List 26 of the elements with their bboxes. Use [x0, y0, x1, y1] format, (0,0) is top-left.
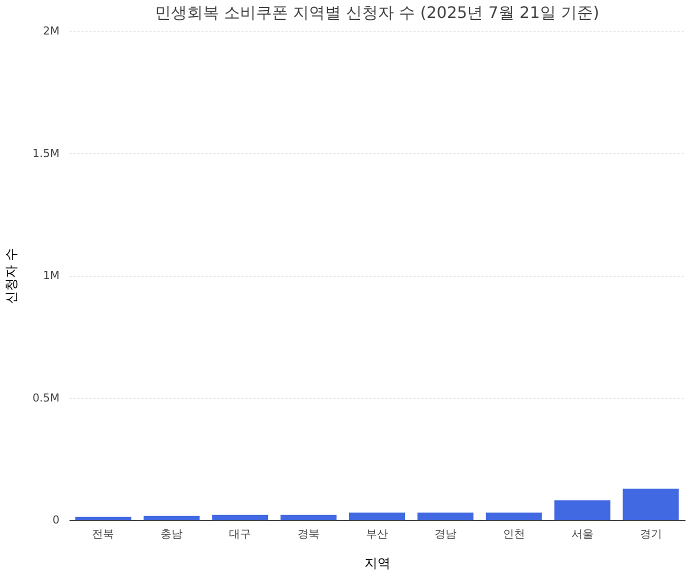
x-tick-label: 충남	[160, 528, 183, 540]
y-tick-label: 0	[52, 514, 60, 526]
chart-title: 민생회복 소비쿠폰 지역별 신청자 수 (2025년 7월 21일 기준)	[154, 3, 600, 22]
y-tick-label: 2M	[43, 24, 60, 38]
bar	[75, 516, 132, 520]
bar	[212, 514, 268, 520]
bar	[554, 500, 610, 520]
y-tick-label: 1M	[43, 269, 60, 282]
bar	[622, 488, 679, 520]
x-tick-label: 경기	[640, 528, 662, 540]
x-tick-label: 대구	[229, 528, 252, 540]
x-tick-label: 인천	[502, 528, 525, 540]
y-tick-label: 0.5M	[32, 391, 60, 404]
bar	[280, 514, 337, 520]
x-tick-label: 경남	[434, 528, 456, 540]
bar	[486, 512, 542, 520]
y-tick-label: 1.5M	[32, 146, 60, 160]
bar	[349, 512, 405, 520]
bar	[144, 516, 200, 520]
x-axis-title: 지역	[364, 556, 390, 572]
y-axis-title: 신청자 수	[4, 248, 20, 304]
x-tick-label: 경북	[298, 528, 320, 540]
x-tick-label: 서울	[571, 528, 594, 540]
bar	[417, 512, 474, 520]
x-tick-label: 전북	[92, 528, 114, 540]
x-tick-label: 부산	[366, 528, 388, 540]
